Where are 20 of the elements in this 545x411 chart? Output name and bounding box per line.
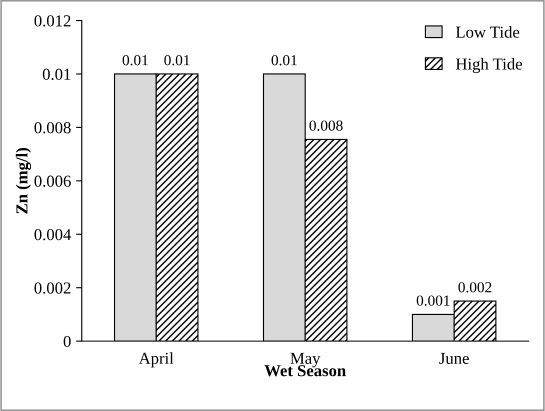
data-label: 0.01 — [122, 55, 148, 66]
y-tick-label: 0.012 — [34, 15, 70, 27]
y-tick-label: 0.004 — [34, 228, 72, 240]
legend-label: Low Tide — [456, 26, 520, 38]
y-tick-label: 0.002 — [34, 282, 70, 294]
legend-label: High Tide — [456, 58, 522, 74]
x-tick-label: May — [290, 352, 320, 368]
x-tick-label: April — [138, 352, 174, 368]
y-axis-title: Zn (mg/l) — [16, 148, 32, 214]
data-label: 0.002 — [458, 282, 492, 292]
y-tick-label: 0 — [64, 336, 71, 348]
data-label: 0.01 — [272, 55, 297, 66]
y-tick-label: 0.006 — [34, 176, 71, 187]
data-label: 0.01 — [164, 55, 190, 66]
x-tick-label: June — [439, 352, 469, 364]
x-axis-title: Wet Season — [264, 365, 346, 376]
y-tick-label: 0.008 — [34, 122, 71, 134]
y-tick-label: 0.01 — [42, 68, 70, 80]
data-label: 0.008 — [309, 120, 343, 131]
data-label: 0.001 — [416, 295, 450, 306]
